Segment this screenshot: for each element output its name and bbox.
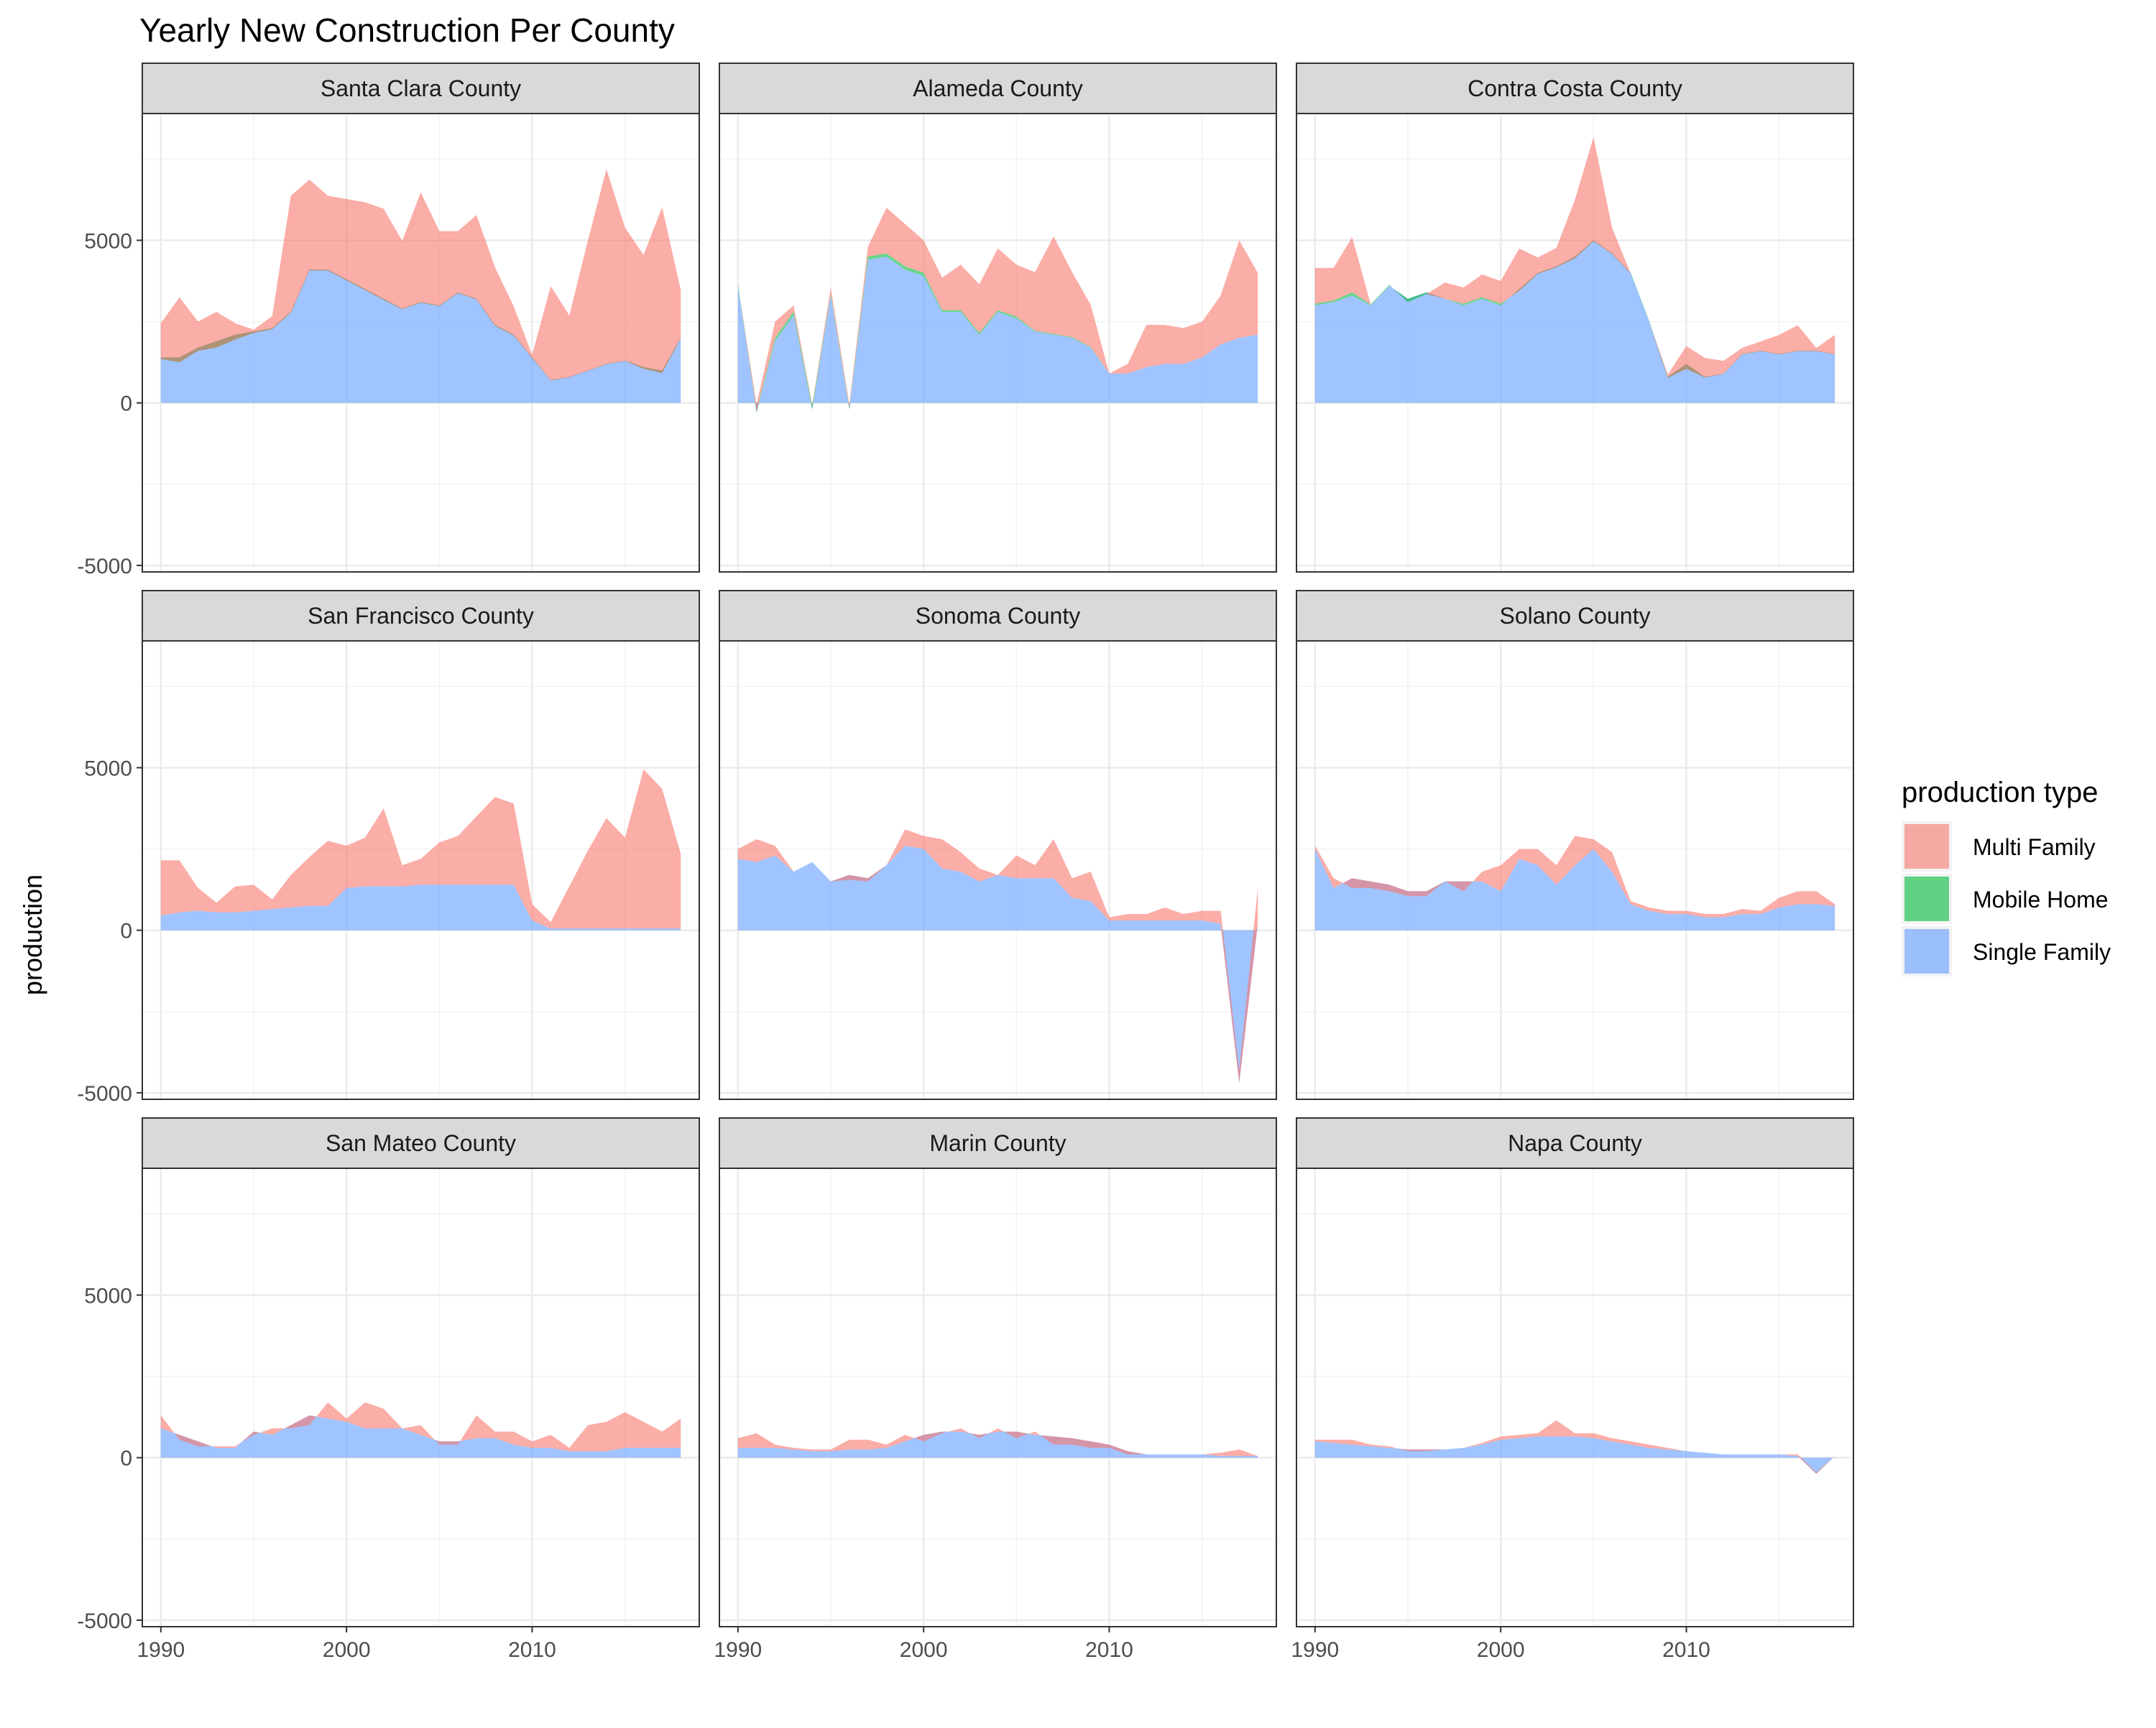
legend-label: Multi Family — [1973, 834, 2096, 860]
facet-strip — [719, 1117, 1277, 1169]
legend: production type Multi Family Mobile Home Si… — [1902, 777, 2111, 976]
y-tick-label: 5000 — [84, 757, 132, 780]
panel-border — [142, 640, 700, 1100]
y-tick-label: -5000 — [77, 1609, 132, 1633]
y-tick-label: 5000 — [84, 229, 132, 253]
facet-panel: Contra Costa County — [1296, 63, 1854, 573]
facet-strip-label: Marin County — [929, 1130, 1066, 1156]
facet-strip-label: Alameda County — [913, 75, 1083, 101]
facet-strip-label: Napa County — [1508, 1130, 1642, 1156]
facet-panel: Alameda County — [719, 63, 1277, 573]
facet-strip — [719, 590, 1277, 642]
x-tick-label: 1990 — [137, 1638, 185, 1662]
area-single-family — [1314, 1436, 1835, 1474]
legend-label: Mobile Home — [1973, 887, 2109, 912]
facet-panel: Napa County 1990 2000 2010 — [1291, 1117, 1854, 1662]
panel-background — [142, 1168, 699, 1627]
area-multi-family — [160, 769, 681, 929]
panel-border — [719, 113, 1277, 573]
panel-border — [1296, 113, 1854, 573]
facet-panel: San Francisco County 5000 0 -5000 — [77, 590, 700, 1106]
facet-panel: Marin County 1990 2000 2010 — [714, 1117, 1277, 1662]
y-tick-label: 0 — [120, 920, 132, 943]
legend-swatch — [1904, 824, 1949, 869]
panel-border — [142, 113, 700, 573]
x-tick-label: 2010 — [1662, 1638, 1710, 1662]
area-single-family — [1314, 849, 1835, 930]
facet-strip-label: San Mateo County — [326, 1130, 516, 1156]
area-single-family — [737, 1431, 1258, 1458]
legend-title: production type — [1902, 777, 2099, 808]
x-tick-label: 1990 — [714, 1638, 762, 1662]
x-tick-label: 2010 — [508, 1638, 556, 1662]
area-single-family — [737, 257, 1258, 413]
y-tick-label: -5000 — [77, 1082, 132, 1106]
y-tick-label: 0 — [120, 1447, 132, 1471]
area-single-family — [160, 884, 681, 930]
area-single-family — [160, 269, 681, 403]
panel-border — [1296, 1168, 1854, 1627]
legend-swatch — [1904, 877, 1949, 921]
panel-border — [719, 1168, 1277, 1627]
y-tick-label: 0 — [120, 392, 132, 416]
y-tick-label: 5000 — [84, 1284, 132, 1308]
facet-strip — [1296, 1117, 1854, 1169]
x-tick-label: 2000 — [323, 1638, 371, 1662]
area-multi-family — [1314, 836, 1835, 918]
area-single-family — [1314, 240, 1835, 403]
facet-strip — [142, 590, 700, 642]
facet-panel: Sonoma County — [719, 590, 1277, 1100]
legend-label: Single Family — [1973, 939, 2111, 965]
y-axis-label: production — [18, 874, 47, 995]
panel-border — [719, 640, 1277, 1100]
panel-border — [1296, 640, 1854, 1100]
x-tick-label: 1990 — [1291, 1638, 1339, 1662]
facet-strip-label: San Francisco County — [308, 603, 534, 629]
facet-strip — [1296, 63, 1854, 114]
panel-background — [719, 1168, 1276, 1627]
y-tick-label: -5000 — [77, 555, 132, 578]
x-tick-label: 2000 — [1477, 1638, 1525, 1662]
area-multi-family — [160, 169, 681, 381]
area-multi-family — [737, 1428, 1258, 1456]
facet-panel: Solano County — [1296, 590, 1854, 1100]
area-multi-family — [1314, 137, 1835, 378]
facet-strip-label: Contra Costa County — [1468, 75, 1682, 101]
area-single-family — [737, 846, 1258, 1084]
facet-strip-label: Santa Clara County — [321, 75, 521, 101]
legend-swatch — [1904, 929, 1949, 974]
area-multi-family — [737, 208, 1258, 411]
chart-title: Yearly New Construction Per County — [139, 11, 675, 49]
panel-border — [142, 1168, 700, 1627]
facet-strip-label: Sonoma County — [916, 603, 1080, 629]
panel-background — [1296, 1168, 1853, 1627]
x-tick-label: 2010 — [1085, 1638, 1133, 1662]
facet-panel: Santa Clara County 5000 0 -5000 — [77, 63, 700, 578]
facet-strip — [142, 63, 700, 114]
x-tick-label: 2000 — [900, 1638, 948, 1662]
facet-strip-label: Solano County — [1500, 603, 1651, 629]
facet-strip — [719, 63, 1277, 114]
area-multi-family — [160, 1402, 681, 1451]
